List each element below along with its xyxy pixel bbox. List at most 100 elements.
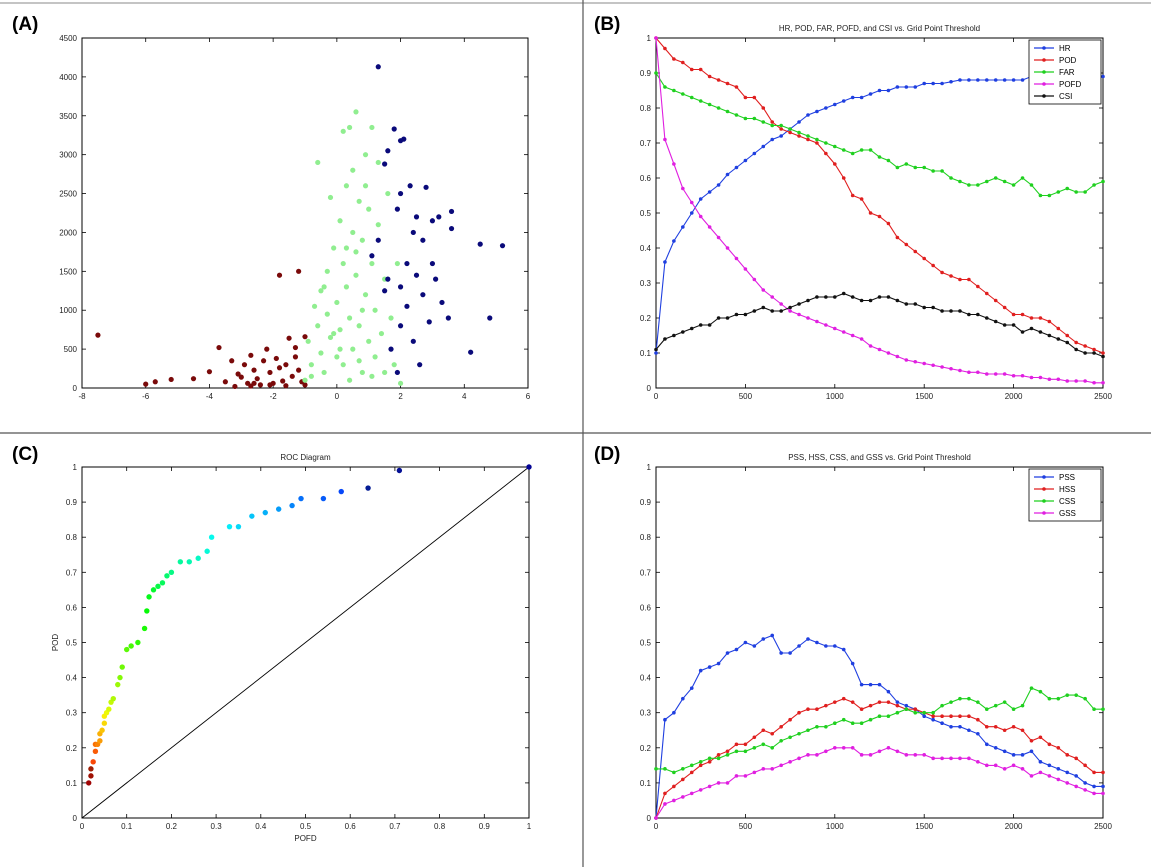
series-point-d (806, 637, 810, 641)
series-point-d (770, 731, 775, 736)
series-point-d (698, 763, 703, 768)
x-tick-label-b: 1000 (826, 392, 844, 401)
scatter-point-a (343, 183, 350, 189)
series-point-d (1092, 784, 1096, 789)
y-tick-label-d: 0.9 (640, 498, 652, 507)
series-point-d (716, 753, 721, 757)
series-point-d (967, 756, 971, 761)
roc-point (124, 646, 130, 653)
series-point-b (1020, 373, 1025, 378)
y-tick-label-b: 0 (647, 384, 652, 393)
scatter-point-a (340, 260, 346, 267)
series-point-d (689, 763, 694, 768)
series-point-b (976, 370, 980, 375)
series-point-d (850, 661, 855, 666)
series-point-d (833, 721, 837, 726)
series-point-b (788, 130, 792, 135)
series-point-b (967, 277, 971, 282)
x-tick-label-c: 0.3 (211, 822, 223, 831)
series-point-b (940, 169, 944, 173)
scatter-point-a (321, 369, 327, 376)
scatter-point-a (385, 148, 391, 154)
panel-c-roc-diagram: 0 0.1 0.2 0.3 0.4 0.5 0.6 0.7 0.8 0.9 1 0 0.1 0.2 0.3 0… (51, 453, 532, 843)
x-tick-label-c: 0.9 (479, 822, 491, 831)
series-point-b (806, 134, 810, 138)
series-point-b (698, 67, 703, 72)
series-point-b (976, 78, 980, 82)
legend-marker-b (1042, 70, 1046, 74)
roc-point (177, 559, 184, 565)
series-point-b (716, 183, 721, 187)
series-point-b (725, 81, 730, 86)
series-point-b (859, 337, 864, 341)
series-point-b (1038, 316, 1043, 320)
scatter-point-a (241, 362, 248, 368)
series-point-d (904, 753, 909, 757)
series-point-b (868, 298, 873, 303)
series-point-d (1074, 756, 1078, 761)
series-point-d (779, 651, 783, 655)
y-tick-label-b: 0.7 (640, 139, 652, 148)
y-tick-label-d: 1 (647, 463, 652, 472)
series-point-d (1047, 774, 1052, 778)
scatter-point-a (248, 352, 254, 358)
series-point-b (958, 179, 962, 184)
series-point-b (797, 134, 801, 138)
scatter-point-a (168, 376, 174, 383)
scatter-point-a (350, 167, 356, 173)
scatter-point-a (413, 272, 420, 278)
y-tick-label-c: 0.3 (66, 709, 78, 718)
series-point-b (859, 148, 864, 152)
scatter-point-a (369, 124, 375, 131)
series-point-b (993, 319, 998, 324)
series-point-b (725, 172, 730, 177)
series-point-b (734, 113, 739, 117)
series-point-b (725, 316, 730, 320)
scatter-point-a (362, 152, 369, 158)
series-point-b (877, 347, 882, 352)
y-tick-label-b: 0.2 (640, 314, 652, 323)
series-point-d (895, 703, 900, 708)
series-point-b (850, 151, 855, 156)
series-point-b (725, 109, 730, 114)
series-point-d (904, 707, 909, 711)
series-point-b (824, 151, 828, 156)
series-point-b (1101, 74, 1105, 79)
legend-entry-d: HSS (1059, 485, 1075, 494)
scatter-point-a (318, 350, 324, 356)
series-point-d (815, 753, 819, 757)
scatter-point-a (477, 241, 483, 247)
series-point-b (770, 123, 775, 128)
scatter-point-a (397, 380, 404, 386)
series-point-d (734, 647, 739, 652)
series-point-d (743, 749, 748, 754)
scatter-point-a (315, 323, 321, 329)
series-point-b (689, 95, 694, 100)
series-point-b (681, 186, 685, 191)
series-point-b (743, 267, 748, 271)
x-tick-label-a: 4 (462, 392, 467, 401)
y-tick-label-a: 2500 (59, 190, 77, 199)
panel-b-line-chart: 0 500 1000 1500 2000 2500 0 0.1 0.2 0.3 0.4 0.5 0.6 0… (640, 24, 1113, 401)
scatter-point-a (417, 362, 423, 368)
series-point-b (877, 88, 882, 93)
y-tick-label-b: 0.1 (640, 349, 652, 358)
series-point-d (1029, 738, 1034, 743)
series-point-d (1047, 763, 1052, 768)
series-point-d (779, 724, 783, 729)
scatter-point-a (222, 379, 228, 385)
series-point-d (752, 735, 757, 740)
series-point-d (1056, 767, 1061, 771)
series-point-d (689, 686, 694, 690)
scatter-point-a (359, 369, 365, 376)
chart-title-d: PSS, HSS, CSS, and GSS vs. Grid Point Th… (788, 453, 971, 462)
series-point-d (886, 714, 891, 719)
scatter-point-a (308, 373, 314, 379)
series-point-b (833, 102, 837, 107)
series-point-b (752, 309, 757, 313)
series-point-d (984, 707, 989, 711)
scatter-point-a (397, 190, 404, 197)
panel-d-line-chart: 0 500 1000 1500 2000 2500 0 0.1 0.2 0.3 0.4 0.5 0.6 0… (640, 453, 1113, 831)
series-point-d (976, 700, 980, 704)
series-point-d (1011, 753, 1016, 757)
